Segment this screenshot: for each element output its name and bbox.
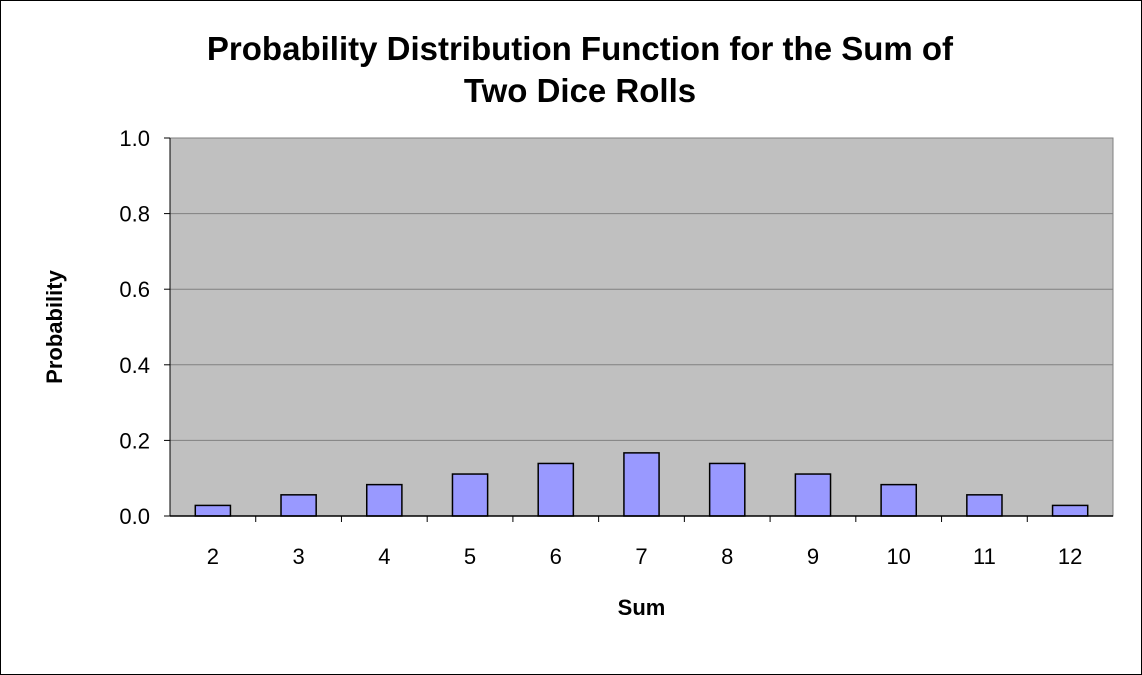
- bar: [794, 473, 832, 517]
- x-tick-label: 12: [1058, 544, 1082, 569]
- gridlines: [170, 137, 1113, 441]
- y-tick-label: 0.4: [119, 353, 150, 378]
- y-tick-label: 0.2: [119, 428, 150, 453]
- y-tick-label: 0.0: [119, 504, 150, 529]
- x-tick-label: 7: [635, 544, 647, 569]
- x-tick-label: 3: [292, 544, 304, 569]
- x-tick-label: 11: [973, 544, 996, 569]
- y-tick-label: 0.6: [119, 277, 150, 302]
- bar: [1051, 504, 1089, 517]
- y-axis-title: Probability: [42, 269, 67, 383]
- bar: [194, 504, 232, 517]
- chart-title: Probability Distribution Function for th…: [0, 28, 1142, 112]
- bar: [708, 462, 746, 517]
- x-tick-label: 6: [550, 544, 562, 569]
- chart-title-line-1: Probability Distribution Function for th…: [206, 30, 954, 67]
- x-tick-label: 2: [207, 544, 219, 569]
- x-tick-label: 9: [807, 544, 819, 569]
- x-tick-label: 8: [721, 544, 733, 569]
- y-tick-label: 0.8: [119, 202, 150, 227]
- x-tick-label: 4: [378, 544, 390, 569]
- bar: [537, 462, 575, 517]
- bar: [880, 483, 918, 517]
- chart-title-line-2: Two Dice Rolls: [463, 72, 697, 109]
- y-tick-label: 1.0: [119, 126, 150, 151]
- bar: [280, 494, 317, 517]
- bars: [194, 452, 1089, 517]
- bar: [623, 452, 660, 517]
- x-tick-label: 10: [886, 544, 910, 569]
- x-tick-label: 5: [464, 544, 476, 569]
- x-axis-title: Sum: [618, 595, 666, 620]
- bar: [966, 494, 1003, 517]
- axes: 0.0 0.2 0.4 0.6 0.8 1.0 2 3 4 5 6 7 8 9 10 11 12: [119, 126, 1113, 569]
- bar: [365, 483, 403, 517]
- bar: [451, 473, 489, 517]
